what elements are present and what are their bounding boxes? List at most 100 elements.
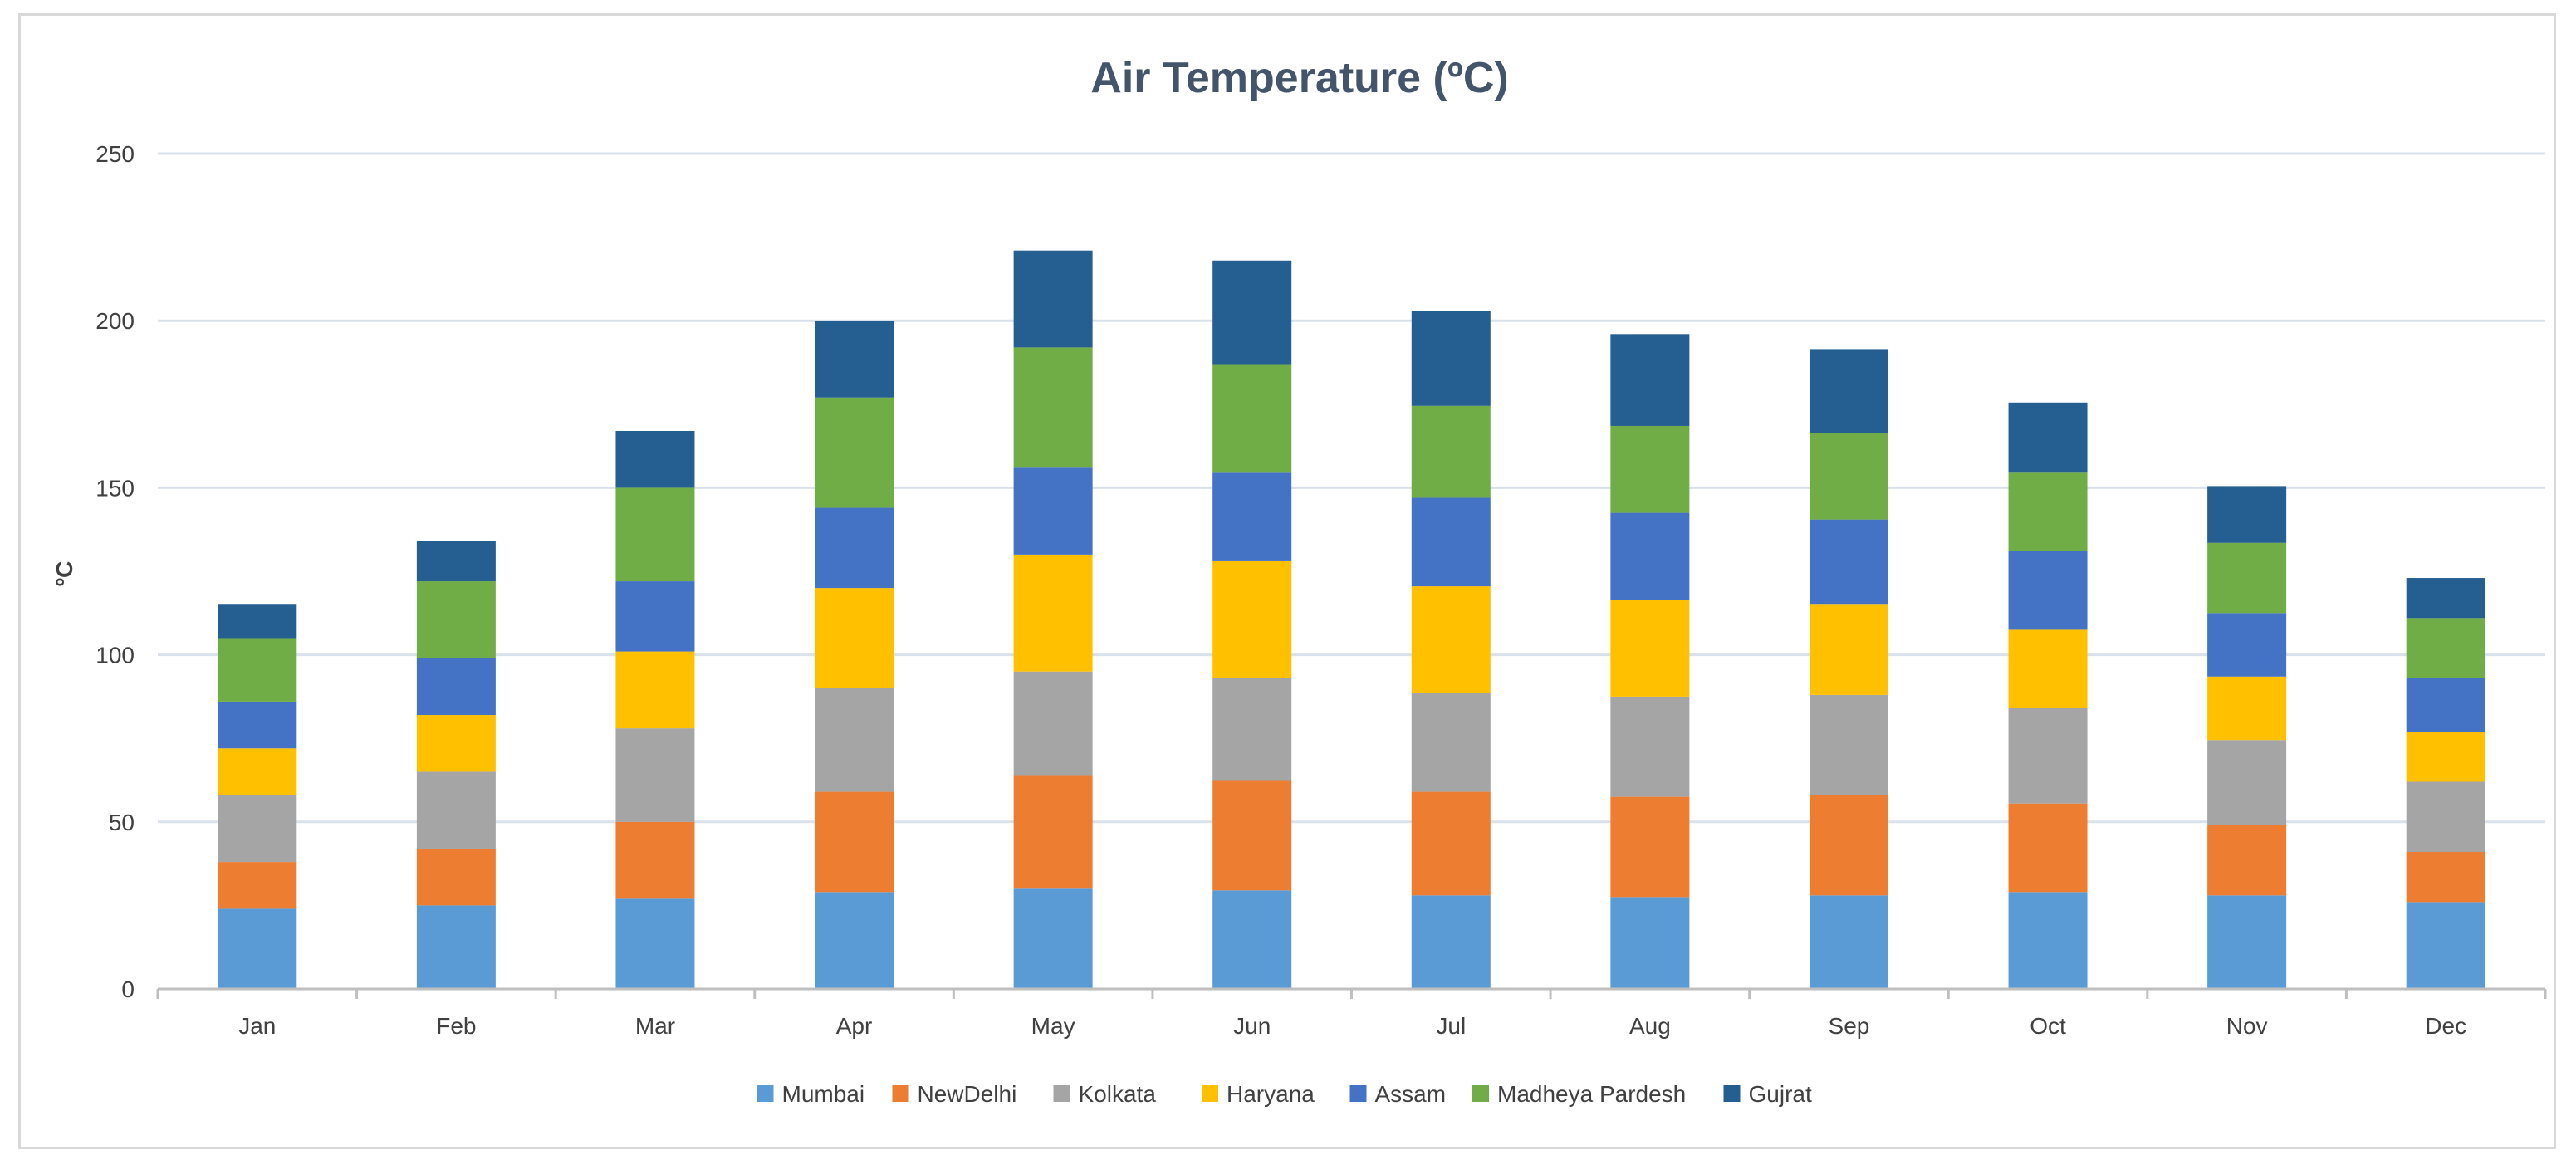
bar-assam-jul [1411, 497, 1491, 587]
y-axis-label: ºC [51, 561, 77, 586]
legend-item: Gujrat [1723, 1081, 1812, 1107]
bar-madheya-pardesh-jun [1212, 364, 1292, 473]
bar-gujrat-mar [615, 430, 695, 488]
bar-madheya-pardesh-jul [1411, 405, 1491, 498]
bar-newdelhi-feb [416, 848, 496, 906]
legend-swatch [892, 1085, 909, 1102]
x-tick-label: Aug [1629, 1013, 1671, 1039]
bar-assam-jan [218, 701, 297, 749]
x-tick-label: Sep [1829, 1013, 1870, 1039]
chart-title: Air Temperature (ºC) [1090, 54, 1508, 102]
bar-madheya-pardesh-aug [1610, 425, 1690, 513]
x-tick-label: Nov [2226, 1013, 2268, 1039]
y-tick-label: 150 [95, 475, 135, 501]
bar-gujrat-dec [2406, 578, 2485, 619]
bar-haryana-feb [416, 715, 496, 772]
legend-label: NewDelhi [918, 1081, 1017, 1107]
bar-kolkata-jul [1411, 693, 1491, 792]
bar-madheya-pardesh-feb [416, 581, 496, 658]
bar-mumbai-mar [615, 898, 695, 989]
axis-layer: 0 50 100 150 200 250 Jan Feb Mar Apr May Jun Jul Aug S… [95, 141, 2547, 1039]
bar-kolkata-feb [416, 771, 496, 849]
y-tick-label: 250 [95, 141, 135, 167]
bar-gujrat-jun [1212, 260, 1292, 365]
legend-item: Mumbai [757, 1081, 865, 1107]
bar-madheya-pardesh-sep [1809, 433, 1888, 520]
bar-kolkata-nov [2207, 740, 2287, 825]
bar-haryana-jul [1411, 586, 1491, 693]
bar-haryana-jun [1212, 560, 1292, 678]
bar-assam-aug [1610, 512, 1690, 600]
legend-swatch [1723, 1085, 1741, 1102]
bar-kolkata-jun [1212, 678, 1292, 781]
bar-assam-dec [2406, 678, 2485, 732]
bar-haryana-sep [1809, 604, 1888, 695]
bar-haryana-oct [2008, 629, 2088, 708]
bar-mumbai-nov [2207, 895, 2287, 989]
bar-newdelhi-oct [2008, 803, 2088, 893]
bar-mumbai-jun [1212, 890, 1292, 989]
legend-label: Assam [1375, 1081, 1447, 1107]
bar-madheya-pardesh-dec [2406, 618, 2485, 678]
chart-svg: Air Temperature (ºC) ºC 0 50 100 150 200 250 J… [51, 54, 2547, 1107]
bar-newdelhi-apr [815, 791, 894, 893]
bar-mumbai-feb [416, 905, 496, 989]
bar-haryana-jan [218, 748, 297, 795]
bar-madheya-pardesh-mar [615, 487, 695, 582]
y-tick-label: 0 [121, 976, 135, 1002]
bar-haryana-mar [615, 651, 695, 729]
bar-haryana-aug [1610, 600, 1690, 697]
bar-gujrat-jul [1411, 311, 1491, 406]
legend-swatch [1472, 1085, 1489, 1102]
bar-haryana-dec [2406, 732, 2485, 782]
grid-layer [158, 152, 2545, 824]
legend-item: NewDelhi [892, 1081, 1017, 1107]
legend-item: Kolkata [1053, 1081, 1156, 1107]
bar-newdelhi-aug [1610, 796, 1690, 898]
bar-assam-may [1013, 467, 1093, 555]
x-tick-label: Dec [2425, 1013, 2466, 1039]
bar-mumbai-jan [218, 908, 297, 989]
bar-kolkata-may [1013, 671, 1093, 776]
legend-item: Assam [1349, 1081, 1447, 1107]
bar-mumbai-aug [1610, 897, 1690, 989]
y-tick-label: 100 [95, 643, 135, 668]
bar-kolkata-oct [2008, 707, 2088, 804]
bar-gujrat-oct [2008, 402, 2088, 473]
bar-newdelhi-may [1013, 775, 1093, 889]
legend-swatch [757, 1085, 774, 1102]
bar-haryana-nov [2207, 676, 2287, 741]
bar-newdelhi-sep [1809, 795, 1888, 896]
bar-newdelhi-jun [1212, 780, 1292, 891]
x-tick-label: Jan [238, 1013, 276, 1039]
bar-gujrat-feb [416, 541, 496, 582]
bar-gujrat-may [1013, 250, 1093, 348]
bar-newdelhi-mar [615, 821, 695, 899]
bars-layer [218, 250, 2485, 989]
bar-assam-jun [1212, 472, 1292, 561]
legend-label: Haryana [1227, 1081, 1315, 1107]
x-tick-label: May [1031, 1013, 1075, 1039]
bar-mumbai-jul [1411, 895, 1491, 989]
bar-kolkata-jan [218, 795, 297, 863]
legend-label: Mumbai [782, 1081, 865, 1107]
bar-assam-feb [416, 658, 496, 716]
bar-kolkata-aug [1610, 696, 1690, 797]
bar-haryana-apr [815, 588, 894, 688]
x-tick-label: Oct [2030, 1013, 2066, 1039]
bar-mumbai-oct [2008, 892, 2088, 989]
legend-label: Gujrat [1749, 1081, 1812, 1107]
x-tick-label: Mar [635, 1013, 675, 1039]
bar-kolkata-sep [1809, 694, 1888, 795]
bar-assam-nov [2207, 613, 2287, 677]
bar-madheya-pardesh-oct [2008, 472, 2088, 551]
bar-newdelhi-jul [1411, 791, 1491, 896]
legend-swatch [1202, 1085, 1218, 1102]
legend-label: Madheya Pardesh [1497, 1081, 1686, 1107]
bar-gujrat-aug [1610, 334, 1690, 426]
bar-gujrat-nov [2207, 486, 2287, 543]
bar-madheya-pardesh-nov [2207, 542, 2287, 614]
legend: Mumbai NewDelhi Kolkata Haryana Assam Madheya… [757, 1081, 1812, 1107]
x-tick-label: Jun [1233, 1013, 1271, 1039]
chart-frame: Air Temperature (ºC) ºC 0 50 100 150 200 250 J… [18, 13, 2556, 1149]
